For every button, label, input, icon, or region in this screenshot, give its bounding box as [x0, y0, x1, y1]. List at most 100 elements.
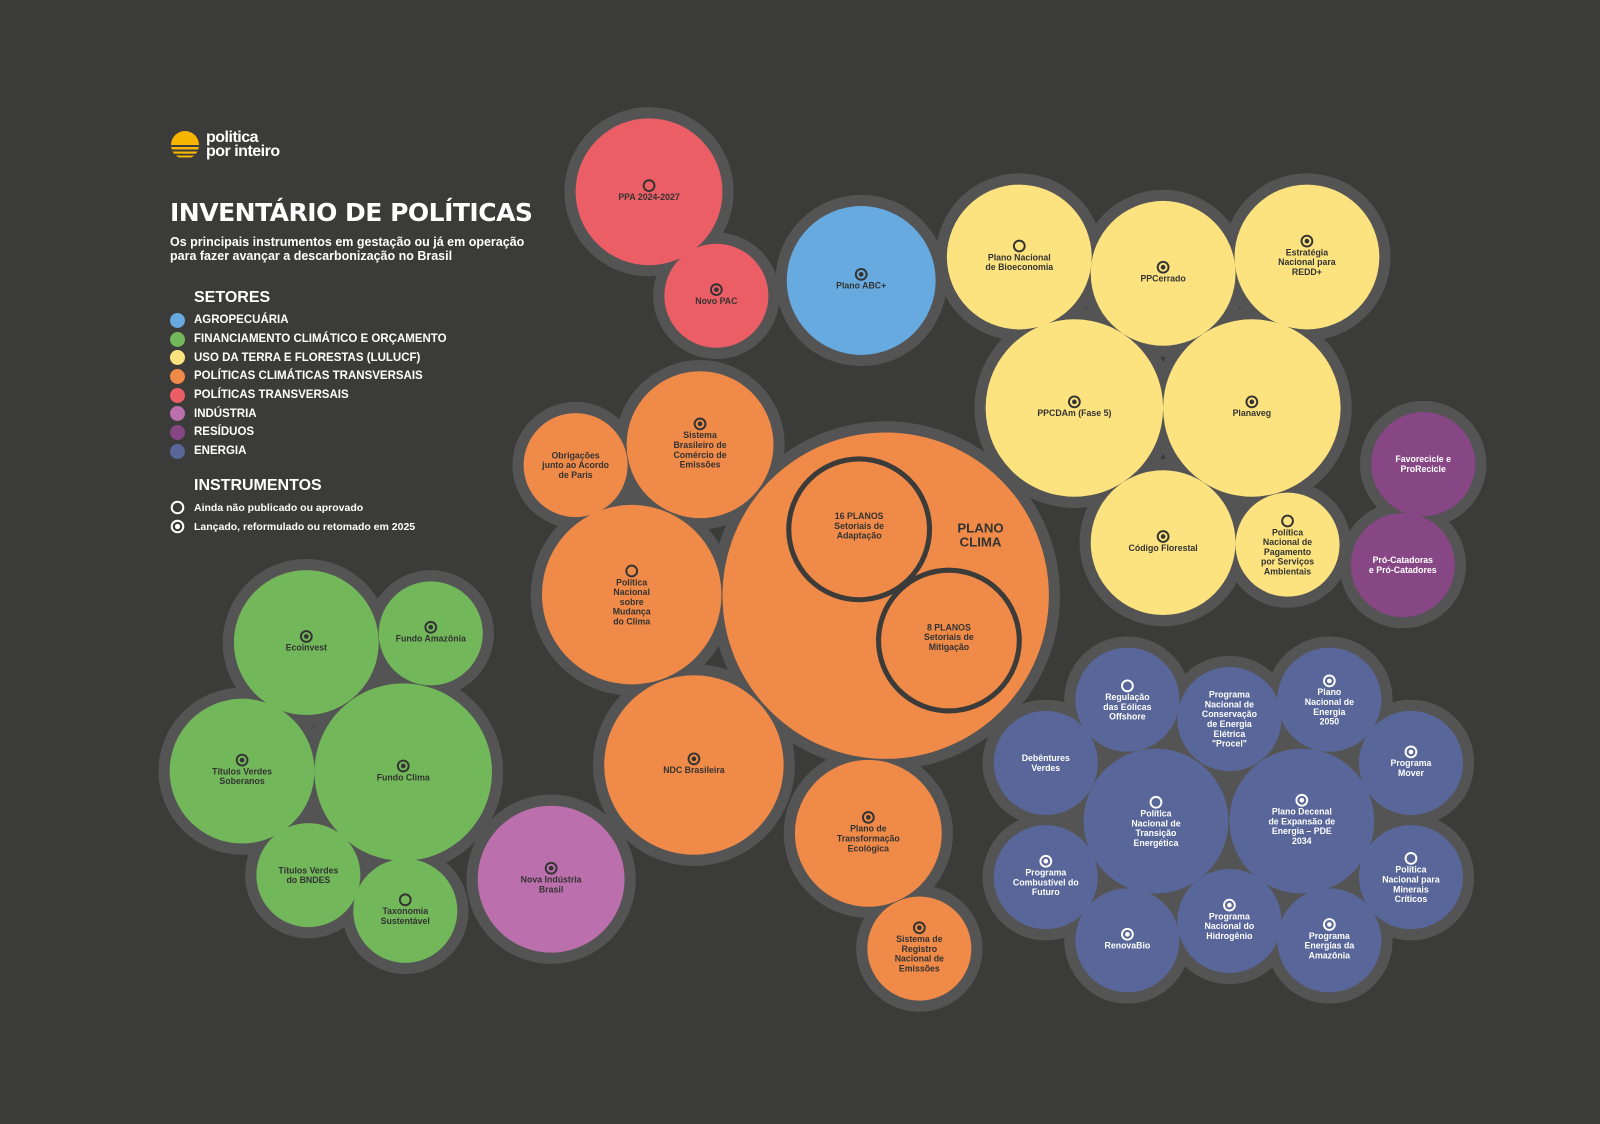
bubble-circle [1235, 492, 1340, 597]
ring-icon [1281, 514, 1294, 528]
color-swatch-icon [170, 368, 185, 384]
policy-bubble-ppcerrado[interactable]: PPCerrado [1090, 200, 1236, 346]
target-icon [299, 630, 313, 643]
policy-bubble-ppcdam-fase-5[interactable]: PPCDAm (Fase 5) [985, 319, 1164, 497]
policy-bubble-co-digo-florestal[interactable]: Código Florestal [1090, 470, 1236, 616]
page-subtitle: Os principais instrumentos em gestação o… [170, 235, 525, 263]
legend-item-ind: INDÚSTRIA [170, 404, 570, 423]
policy-label: Plano Decenal de Expansão de Energia – PDE… [1268, 807, 1335, 846]
color-swatch-icon [170, 443, 185, 459]
policy-bubble-nova-indu-stria-brasil[interactable]: Nova Indústria Brasil [477, 805, 625, 953]
ring-icon [170, 501, 185, 515]
bubble-circle [477, 805, 625, 953]
legend-item-transv: POLÍTICAS TRANSVERSAIS [170, 386, 570, 405]
ring-icon [1404, 852, 1418, 865]
legend-label: RESÍDUOS [194, 426, 255, 439]
sectors-heading: SETORES [194, 289, 271, 306]
bubble-circle [169, 698, 315, 844]
target-icon [1295, 793, 1309, 807]
target-icon [1067, 395, 1081, 409]
bubble-circle [875, 567, 1022, 714]
bubble-circle [1277, 647, 1382, 752]
ring-icon [398, 893, 412, 907]
color-swatch-icon [170, 331, 185, 347]
policy-bubble-plano-decenal-de-expansa-o-de-energia-pde-2034[interactable]: Plano Decenal de Expansão de Energia – PDE… [1229, 748, 1375, 894]
color-swatch-icon [170, 312, 185, 328]
policy-bubble-ti-tulos-verdes-do-bndes[interactable]: Títulos Verdes do BNDES [256, 823, 361, 928]
policy-bubble-obrigac-o-es-junto-ao-acordo-de-paris[interactable]: Obrigações junto ao Acordo de Paris [523, 413, 628, 518]
legend-item-lulucf: USO DA TERRA E FLORESTAS (LULUCF) [170, 348, 570, 367]
policy-bubble-fundo-clima[interactable]: Fundo Clima [314, 683, 492, 861]
legend-label: USO DA TERRA E FLORESTAS (LULUCF) [194, 351, 421, 364]
legend-item-clima: POLÍTICAS CLIMÁTICAS TRANSVERSAIS [170, 367, 570, 386]
policy-bubble-poli-tica-nacional-de-transic-a-o-energe-tica[interactable]: Política Nacional de Transição Energética [1083, 748, 1229, 894]
policy-bubble-programa-combusti-vel-do-futuro[interactable]: Programa Combustível do Futuro [993, 825, 1098, 930]
policy-bubble-renovabio[interactable]: RenovaBio [1075, 888, 1180, 993]
bubble-circle [1371, 412, 1476, 517]
bubble-circle [946, 184, 1092, 330]
policy-bubble-16-planos-setoriais-de-adaptac-a-o[interactable]: 16 PLANOS Setoriais de Adaptação [786, 456, 933, 603]
policy-label: 16 PLANOS Setoriais de Adaptação [834, 511, 884, 541]
policy-bubble-ndc-brasileira[interactable]: NDC Brasileira [604, 675, 784, 855]
target-icon [1322, 918, 1336, 931]
policy-bubble-programa-nacional-de-conservac-a-o-de-energia-ele-trica-procel[interactable]: Programa Nacional de Conservação de Energia… [1177, 667, 1282, 772]
policy-bubble-debe-ntures-verdes[interactable]: Debêntures Verdes [993, 710, 1098, 815]
policy-bubble-poli-tica-nacional-sobre-mudanc-a-do-clima[interactable]: Política Nacional sobre Mudança do Clima [541, 504, 722, 685]
legend-panel: politica por inteiro INVENTÁRIO DE POLÍT… [170, 130, 570, 536]
bubble-circle [1350, 513, 1455, 618]
policy-bubble-poli-tica-nacional-de-pagamento-por-servic-os-ambientais[interactable]: Política Nacional de Pagamento por Serviços… [1235, 492, 1340, 597]
policy-bubble-ppa-2024-2027[interactable]: PPA 2024-2027 [575, 118, 723, 266]
policy-bubble-plano-nacional-de-bioeconomia[interactable]: Plano Nacional de Bioeconomia [946, 184, 1092, 330]
policy-label: Favorecicle e ProRecicle [1395, 454, 1451, 474]
policy-label: Títulos Verdes do BNDES [278, 865, 338, 885]
policy-bubble-taxonomia-sustenta-vel[interactable]: Taxonomia Sustentável [353, 858, 458, 963]
target-icon [709, 283, 723, 297]
policy-bubble-ti-tulos-verdes-soberanos[interactable]: Títulos Verdes Soberanos [169, 698, 315, 844]
policy-label: Plano ABC+ [836, 281, 886, 291]
bubble-circle [1234, 184, 1380, 330]
legend-item-fin: FINANCIAMENTO CLIMÁTICO E ORÇAMENTO [170, 330, 570, 349]
policy-bubble-poli-tica-nacional-para-minerais-cri-ticos[interactable]: Política Nacional para Minerais Críticos [1358, 825, 1463, 930]
policy-bubble-sistema-de-registro-nacional-de-emisso-es[interactable]: Sistema de Registro Nacional de Emissões [867, 896, 972, 1001]
target-icon [1300, 234, 1314, 248]
policy-label: Planaveg [1233, 408, 1272, 418]
policy-bubble-planaveg[interactable]: Planaveg [1163, 319, 1341, 497]
policy-bubble-plano-abc[interactable]: Plano ABC+ [786, 206, 936, 355]
policy-bubble-programa-nacional-do-hidroge-nio[interactable]: Programa Nacional do Hidrogênio [1177, 869, 1282, 974]
ring-icon [625, 564, 639, 578]
policy-label: Estratégia Nacional para REDD+ [1278, 247, 1336, 277]
policy-label: Plano Nacional de Energia 2050 [1305, 687, 1354, 726]
policy-bubble-regulac-a-o-das-eo-licas-offshore[interactable]: Regulação das Eólicas Offshore [1075, 647, 1180, 752]
policy-bubble-programa-energias-da-amazo-nia[interactable]: Programa Energias da Amazônia [1277, 888, 1382, 993]
ring-icon [1149, 795, 1163, 809]
policy-bubble-8-planos-setoriais-de-mitigac-a-o[interactable]: 8 PLANOS Setoriais de Mitigação [875, 567, 1022, 714]
policy-bubble-novo-pac[interactable]: Novo PAC [664, 243, 769, 348]
policy-bubble-favorecicle-e-prorecicle[interactable]: Favorecicle e ProRecicle [1371, 412, 1476, 517]
policy-bubble-pro-catadoras-e-pro-catadores[interactable]: Pró-Catadoras e Pró-Catadores [1350, 513, 1455, 618]
policy-bubble-fundo-amazo-nia[interactable]: Fundo Amazônia [378, 581, 483, 686]
target-icon [170, 519, 185, 534]
policy-bubble-estrate-gia-nacional-para-redd[interactable]: Estratégia Nacional para REDD+ [1234, 184, 1380, 330]
legend-label: ENERGIA [194, 445, 247, 458]
policy-bubble-programa-mover[interactable]: Programa Mover [1358, 710, 1463, 815]
legend-item-energia: ENERGIA [170, 442, 570, 461]
policy-label: Ecoinvest [286, 643, 327, 653]
policy-label: PPA 2024-2027 [618, 192, 680, 202]
policy-bubble-plano-de-transformac-a-o-ecolo-gica[interactable]: Plano de Transformação Ecológica [794, 759, 942, 907]
bubble-circle [794, 759, 942, 907]
brand-line1: politica [206, 129, 259, 146]
target-icon [854, 267, 868, 281]
legend-label: FINANCIAMENTO CLIMÁTICO E ORÇAMENTO [194, 333, 447, 346]
policy-label: Taxonomia Sustentável [381, 906, 430, 926]
policy-label: 8 PLANOS Setoriais de Mitigação [924, 622, 974, 652]
policy-bubble-plano-nacional-de-energia-2050[interactable]: Plano Nacional de Energia 2050 [1277, 647, 1382, 752]
legend-label: INDÚSTRIA [194, 407, 257, 420]
bubble-circle [256, 823, 361, 928]
policy-bubble-sistema-brasileiro-de-come-rcio-de-emisso-es[interactable]: Sistema Brasileiro de Comércio de Emissões [626, 371, 774, 519]
color-swatch-icon [170, 350, 185, 366]
bubble-circle [786, 456, 933, 603]
policy-label: PPCerrado [1140, 274, 1186, 284]
policy-bubble-ecoinvest[interactable]: Ecoinvest [233, 570, 379, 715]
legend-item-ring: Ainda não publicado ou aprovado [170, 499, 570, 518]
